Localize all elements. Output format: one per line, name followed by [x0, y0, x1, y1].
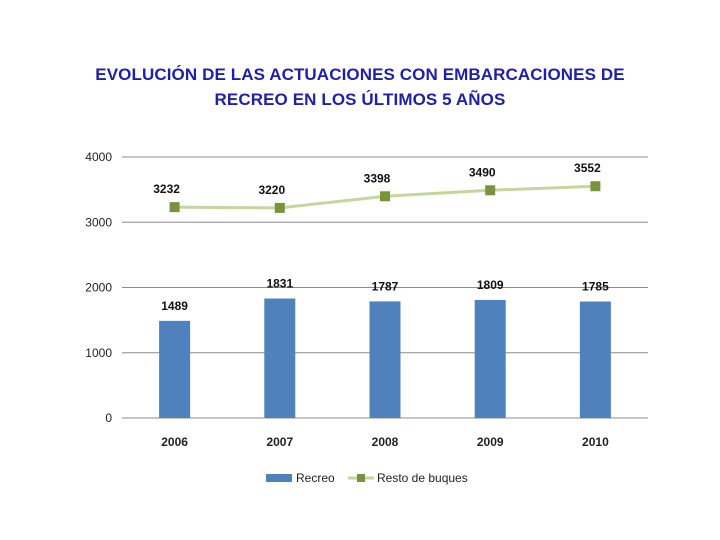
x-tick-label: 2009 [477, 435, 504, 449]
line-data-label: 3490 [469, 165, 496, 179]
line-marker [169, 202, 180, 213]
line-marker [485, 185, 496, 196]
bar-data-label: 1785 [582, 280, 609, 294]
x-tick-label: 2007 [266, 435, 293, 449]
x-tick-label: 2006 [161, 435, 188, 449]
line-data-label: 3398 [364, 171, 391, 185]
y-tick-label: 4000 [85, 150, 112, 164]
bar-data-label: 1489 [161, 299, 188, 313]
line-data-label: 3552 [574, 161, 601, 175]
legend-swatch-resto-marker [357, 474, 365, 482]
chart-title-line-1: EVOLUCIÓN DE LAS ACTUACIONES CON EMBARCA… [95, 65, 625, 84]
bars-recreo [159, 298, 611, 418]
x-axis-ticks: 2006 2007 2008 2009 2010 [161, 435, 609, 449]
y-tick-label: 1000 [85, 346, 112, 360]
y-tick-label: 0 [105, 411, 112, 425]
legend: Recreo Resto de buques [266, 471, 468, 485]
line-data-label: 3220 [258, 183, 285, 197]
x-tick-label: 2010 [582, 435, 609, 449]
bar-data-labels: 1489 1831 1787 1809 1785 [161, 277, 609, 313]
legend-label-recreo: Recreo [296, 471, 335, 485]
bar-recreo [264, 298, 296, 418]
line-data-label: 3232 [153, 182, 180, 196]
x-tick-label: 2008 [372, 435, 399, 449]
bar-recreo [579, 301, 611, 418]
line-data-labels: 3232 3220 3398 3490 3552 [153, 161, 601, 197]
chart-title: EVOLUCIÓN DE LAS ACTUACIONES CON EMBARCA… [40, 62, 680, 112]
line-resto-de-buques [169, 181, 601, 213]
line-marker [274, 202, 285, 213]
bar-data-label: 1787 [372, 279, 399, 293]
bar-data-label: 1831 [266, 277, 293, 291]
legend-swatch-recreo [266, 474, 292, 482]
chart-title-line-2: RECREO EN LOS ÚLTIMOS 5 AÑOS [214, 90, 506, 109]
y-tick-label: 2000 [85, 281, 112, 295]
y-tick-label: 3000 [85, 215, 112, 229]
line-marker [380, 191, 390, 202]
bar-recreo [369, 301, 401, 418]
bar-recreo [474, 299, 506, 418]
bar-data-label: 1809 [477, 278, 504, 292]
line-marker [590, 181, 601, 192]
y-axis-ticks: 0 1000 2000 3000 4000 [85, 150, 112, 425]
legend-label-resto-de-buques: Resto de buques [377, 471, 468, 485]
bar-recreo [159, 320, 191, 418]
